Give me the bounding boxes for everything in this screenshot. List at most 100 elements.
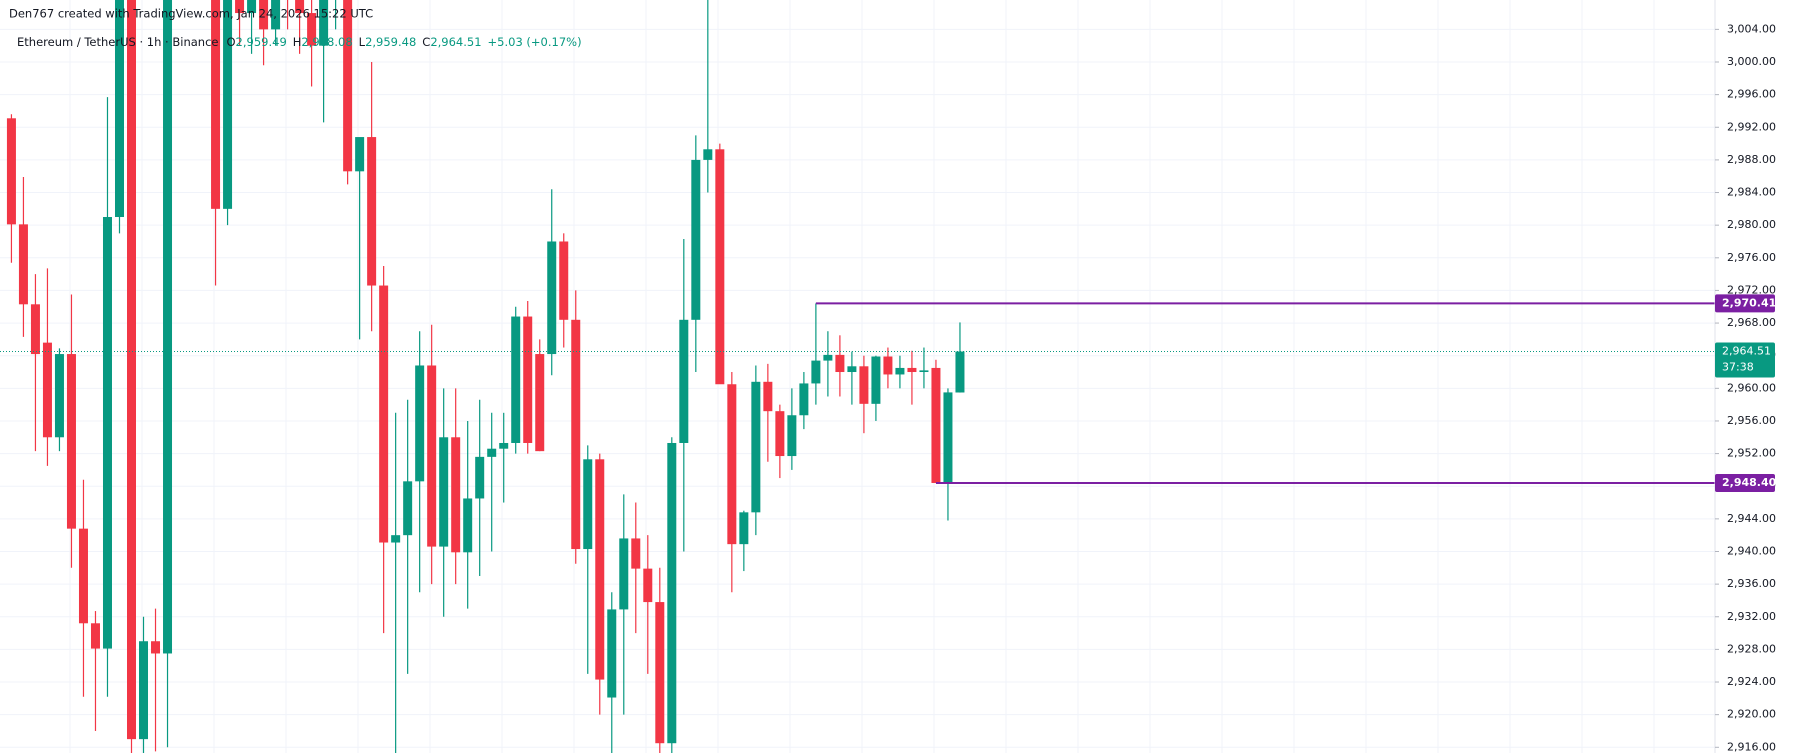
candle-body [355, 137, 365, 172]
level-label: 2,948.40 [1722, 476, 1777, 489]
y-tick-label: 2,992.00 [1727, 120, 1776, 133]
candles [6, 0, 965, 753]
grid [0, 0, 1715, 753]
ohlc-value: 2,968.08 [301, 35, 352, 49]
candle-body [139, 641, 149, 740]
candle-body [823, 354, 833, 361]
candle-body [102, 217, 112, 649]
candle-body [535, 354, 545, 452]
candle-body [511, 316, 521, 443]
level-tag [1715, 294, 1775, 313]
candle-body [715, 149, 725, 385]
candle-body [619, 538, 629, 610]
attribution: Den767 created with TradingView.com, Jan… [9, 7, 373, 21]
y-tick-label: 2,956.00 [1727, 414, 1776, 427]
candle-body [223, 0, 233, 209]
symbol-title: Ethereum / TetherUS · 1h · Binance [17, 35, 218, 49]
candle-body [163, 0, 173, 654]
candle-body [54, 354, 64, 438]
symbol-legend: Ethereum / TetherUS · 1h · Binance O2,959… [17, 35, 582, 49]
ohlc-key: H [293, 35, 302, 49]
candle-body [66, 354, 76, 529]
candle-body [571, 319, 581, 550]
change: +5.03 (+0.17%) [488, 35, 582, 49]
y-tick-label: 2,952.00 [1727, 447, 1776, 460]
y-tick-label: 2,928.00 [1727, 642, 1776, 655]
candle-body [379, 285, 389, 543]
candle-body [907, 367, 917, 373]
candle-body [475, 456, 485, 499]
candle-body [463, 498, 473, 553]
candle-body [259, 0, 269, 30]
candle-body [955, 351, 965, 393]
candle-body [559, 241, 569, 320]
candle-body [307, 13, 317, 46]
candle-body [547, 241, 557, 355]
candle-body [78, 528, 88, 624]
candle-body [931, 367, 941, 483]
y-tick-label: 2,996.00 [1727, 88, 1776, 101]
last-price-tag [1715, 342, 1775, 378]
level-tag [1715, 473, 1775, 492]
candle-body [295, 0, 305, 14]
candle-body [6, 118, 16, 225]
candle-body [90, 623, 100, 649]
y-tick-label: 3,000.00 [1727, 55, 1776, 68]
candle-body [523, 316, 533, 443]
y-tick-label: 2,960.00 [1727, 381, 1776, 394]
ohlc-value: 2,964.51 [430, 35, 481, 49]
ohlc-key: L [359, 35, 366, 49]
candle-body [799, 383, 809, 416]
candle-body [42, 342, 52, 438]
candle-body [114, 0, 124, 218]
y-tick-label: 2,916.00 [1727, 740, 1776, 753]
y-tick-label: 3,004.00 [1727, 22, 1776, 35]
candle-body [18, 224, 28, 305]
y-tick-label: 2,932.00 [1727, 610, 1776, 623]
y-tick-label: 2,988.00 [1727, 153, 1776, 166]
candle-body [703, 149, 713, 160]
candle-body [667, 442, 677, 744]
candle-body [919, 370, 929, 373]
candle-body [835, 354, 845, 373]
candle-body [271, 0, 281, 30]
candle-body [763, 381, 773, 412]
y-tick-label: 2,968.00 [1727, 316, 1776, 329]
candle-body [319, 0, 329, 46]
candle-body [859, 366, 869, 404]
candle-body [727, 384, 737, 545]
candle-body [127, 0, 137, 740]
candle-body [751, 381, 761, 513]
candle-body [151, 641, 161, 654]
ohlc-value: 2,959.49 [236, 35, 287, 49]
candle-body [367, 137, 377, 286]
candle-body [391, 535, 401, 543]
candle-body [343, 0, 353, 172]
y-tick-label: 2,924.00 [1727, 675, 1776, 688]
candle-body [943, 392, 953, 483]
level-label: 2,970.41 [1722, 296, 1776, 309]
candle-body [847, 366, 857, 373]
y-tick-label: 2,976.00 [1727, 251, 1776, 264]
candle-body [487, 448, 497, 457]
candle-body [883, 356, 893, 375]
candle-body [427, 365, 437, 547]
y-tick-label: 2,940.00 [1727, 544, 1776, 557]
ohlc-value: 2,959.48 [365, 35, 416, 49]
candle-body [787, 415, 797, 457]
candle-body [403, 481, 413, 536]
y-tick-label: 2,936.00 [1727, 577, 1776, 590]
candle-body [247, 0, 257, 14]
last-price-label: 2,964.51 [1722, 345, 1771, 358]
ohlc-key: O [226, 35, 235, 49]
candle-body [415, 365, 425, 482]
candle-body [871, 356, 881, 404]
candle-body [499, 442, 509, 449]
candle-body [679, 319, 689, 443]
y-tick-label: 2,980.00 [1727, 218, 1776, 231]
y-tick-label: 2,920.00 [1727, 708, 1776, 721]
candle-body [235, 0, 245, 14]
candle-body [691, 159, 701, 320]
candle-body [211, 0, 221, 209]
candle-body [895, 367, 905, 375]
